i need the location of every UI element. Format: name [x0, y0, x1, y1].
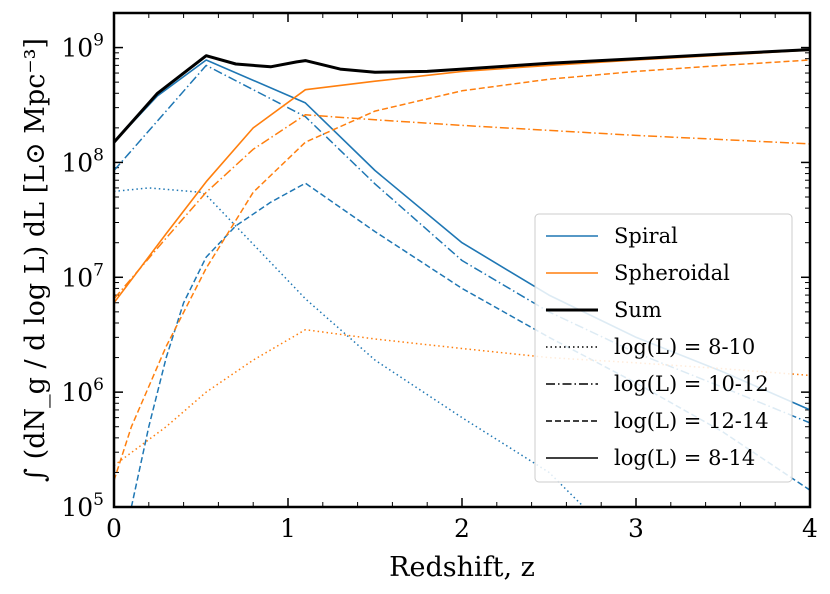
series-line-6 [114, 59, 810, 481]
legend-label-6: log(L) = 8-14 [614, 446, 755, 470]
x-tick-label: 1 [280, 514, 296, 543]
legend-label-1: Spheroidal [614, 261, 730, 285]
x-axis-label: Redshift, z [389, 552, 535, 583]
x-tick-label: 3 [628, 514, 644, 543]
series-line-4 [114, 328, 810, 467]
legend-label-5: log(L) = 12-14 [614, 409, 769, 433]
y-tick-label: 109 [61, 31, 104, 63]
y-axis-label: ∫ (dN_g / d log L) dL [L⊙ Mpc⁻³] [20, 38, 51, 482]
legend-label-4: log(L) = 10-12 [614, 372, 769, 396]
legend-label-3: log(L) = 8-10 [614, 335, 755, 359]
y-tick-label: 108 [61, 145, 104, 177]
series-line-8 [114, 48, 810, 144]
legend-box [534, 213, 793, 483]
series-line-5 [114, 114, 810, 300]
y-tick-label: 105 [61, 490, 104, 522]
x-tick-label: 4 [802, 514, 818, 543]
legend-label-2: Sum [614, 298, 662, 322]
series-line-1 [114, 64, 810, 424]
x-tick-label: 0 [106, 514, 122, 543]
legend-label-0: Spiral [614, 224, 678, 248]
y-tick-label: 106 [61, 375, 104, 407]
y-tick-label: 107 [61, 260, 104, 292]
y-axis-label-text: ∫ (dN_g / d log L) dL [L⊙ Mpc⁻³] [20, 38, 51, 482]
series-line-0 [114, 187, 585, 507]
x-tick-label: 2 [454, 514, 470, 543]
plot-frame [112, 11, 812, 509]
